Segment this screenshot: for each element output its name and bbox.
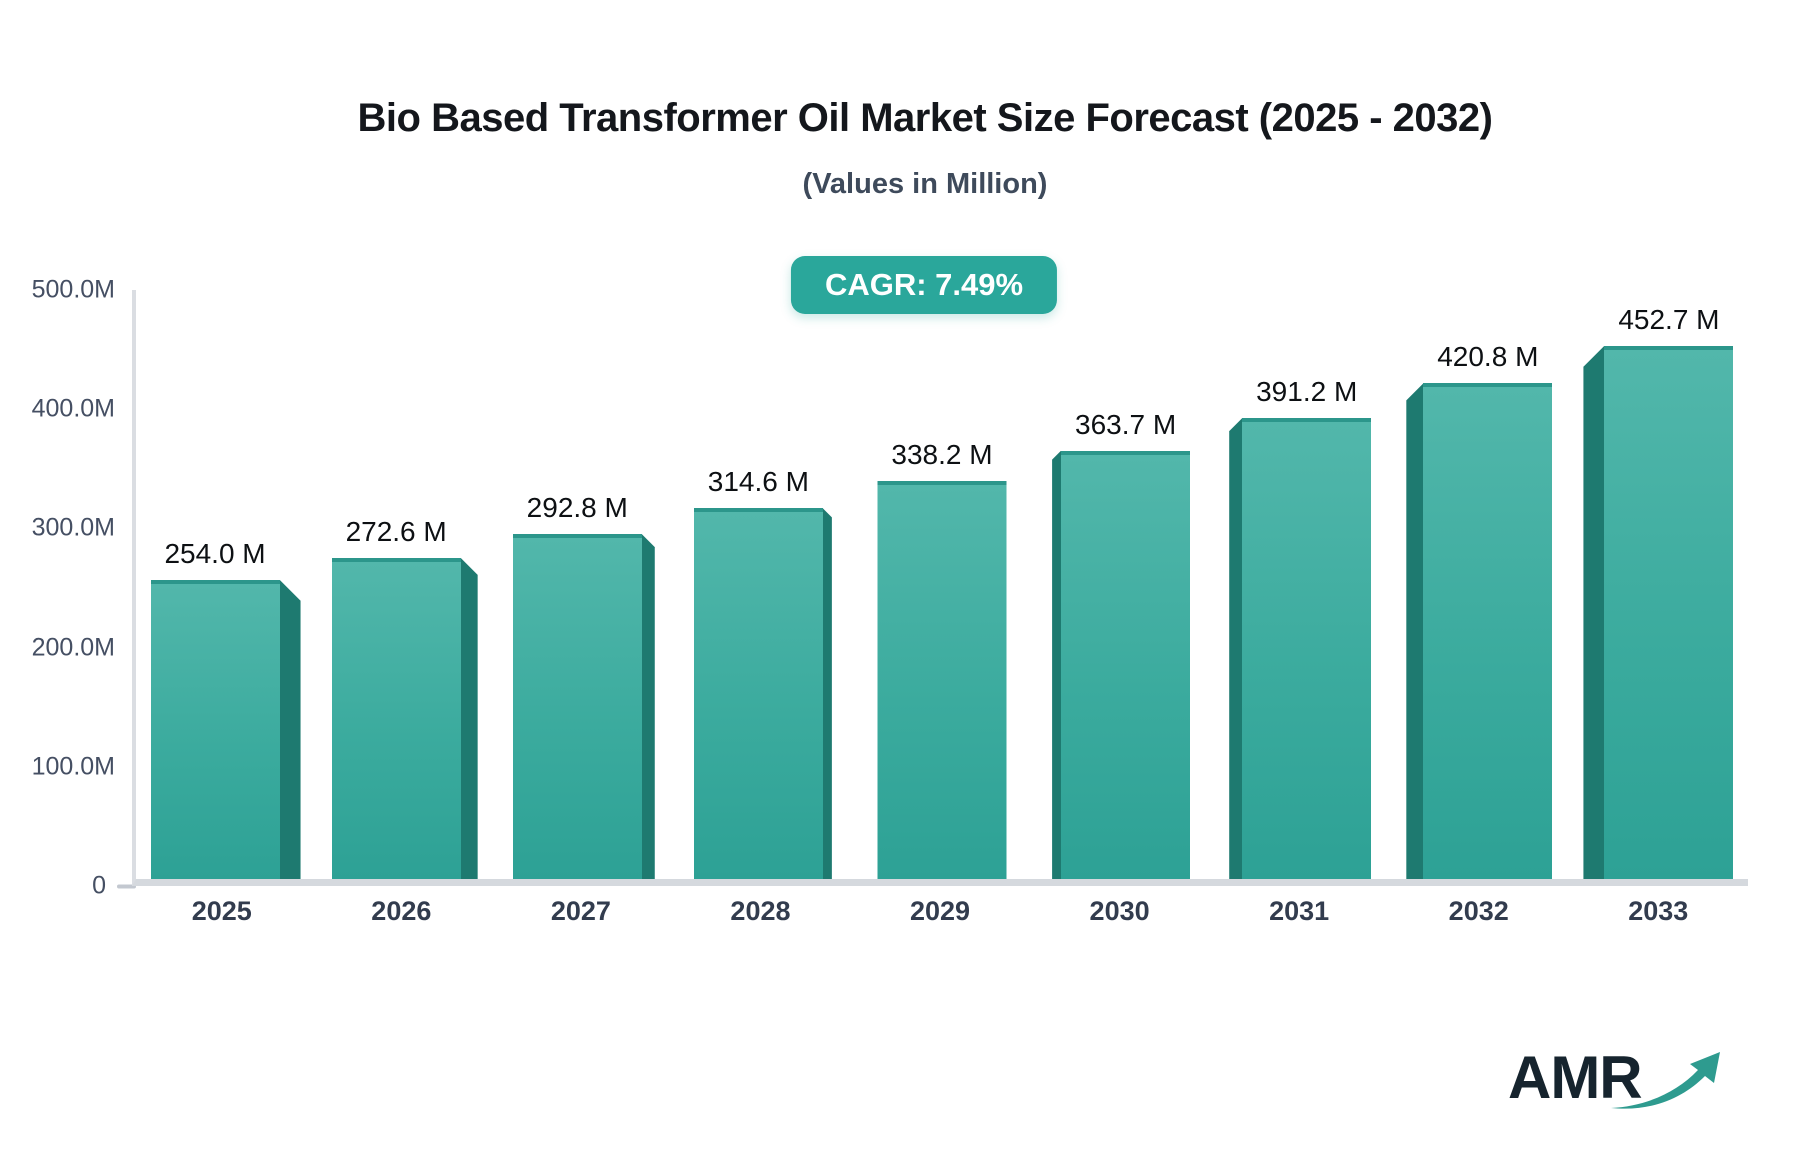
bar-slot-2031: 391.2 M [1211, 290, 1390, 879]
bar-side-face [1229, 418, 1243, 879]
bar-slot-2026: 272.6 M [315, 290, 494, 879]
bar-value-label: 272.6 M [345, 515, 447, 547]
bar-slot-2030: 363.7 M [1032, 290, 1211, 879]
bars-row: 254.0 M 272.6 M 292.8 M 314.6 M 338.2 M 363.7… [136, 290, 1748, 879]
y-axis: 500.0M 400.0M 300.0M 200.0M 100.0M 0 [12, 276, 136, 900]
bar-side-face [1052, 450, 1062, 879]
chart-subtitle: (Values in Million) [802, 168, 1048, 200]
bar-value-label: 420.8 M [1437, 341, 1539, 373]
bar-front-face [512, 534, 642, 879]
bar-value-label: 363.7 M [1075, 408, 1177, 440]
x-tick-label-2032: 2032 [1448, 896, 1509, 926]
bar-value-label: 452.7 M [1618, 303, 1720, 335]
bar-2031: 391.2 M [1229, 376, 1372, 879]
bar-value-label: 391.2 M [1256, 376, 1358, 408]
bar-front-face [693, 508, 823, 879]
y-tick-label: 0 [92, 872, 136, 901]
x-tick-label-2030: 2030 [1089, 896, 1150, 926]
bar-side-face [1583, 345, 1605, 879]
bar-front-face [1061, 450, 1191, 879]
bar-value-label: 254.0 M [164, 537, 266, 569]
bar-side-face [279, 579, 301, 879]
bar-slot-2032: 420.8 M [1390, 290, 1569, 879]
bar-side-face [822, 508, 832, 879]
x-tick-label-2028: 2028 [730, 896, 791, 926]
y-tick-label: 100.0M [31, 752, 115, 781]
bar-front-face [1423, 383, 1553, 879]
trend-arrow-icon [1611, 1052, 1720, 1109]
bar-front-face [1242, 418, 1372, 879]
bar-2027: 292.8 M [512, 492, 655, 879]
bar-value-label: 314.6 M [707, 466, 809, 498]
chart-title: Bio Based Transformer Oil Market Size Fo… [357, 96, 1493, 140]
x-tick-label-2025: 2025 [191, 896, 252, 926]
bar-front-face [331, 557, 461, 879]
bar-side-face [1406, 383, 1424, 879]
y-tick-label: 200.0M [31, 633, 115, 662]
bar-2032: 420.8 M [1406, 341, 1553, 879]
bar-slot-2033: 452.7 M [1569, 290, 1748, 879]
bar-slot-2027: 292.8 M [494, 290, 673, 879]
y-tick-label: 300.0M [31, 513, 115, 542]
bar-slot-2025: 254.0 M [136, 290, 315, 879]
x-axis: 2025 2026 2027 2028 2029 2030 2031 2032 2033 [132, 896, 1748, 936]
bar-2025: 254.0 M [150, 538, 301, 879]
bar-side-face [641, 534, 655, 879]
brand-logo: AMR [1508, 1036, 1720, 1114]
zero-tick-mark [117, 884, 136, 888]
y-tick-label: 500.0M [31, 275, 115, 304]
bar-value-label: 292.8 M [526, 492, 628, 524]
brand-logo-text: AMR [1508, 1044, 1643, 1111]
x-tick-label-2029: 2029 [909, 896, 971, 926]
bar-front-face [150, 579, 280, 879]
bar-side-face [460, 557, 478, 879]
plot-area: 254.0 M 272.6 M 292.8 M 314.6 M 338.2 M 363.7… [132, 290, 1748, 886]
x-tick-label-2027: 2027 [550, 896, 611, 926]
bar-2029: 338.2 M [877, 439, 1007, 879]
bar-slot-2029: 338.2 M [852, 290, 1031, 879]
x-tick-label-2026: 2026 [371, 896, 432, 926]
y-tick-label: 400.0M [31, 394, 115, 423]
bar-front-face [1604, 345, 1734, 879]
x-tick-label-2033: 2033 [1628, 896, 1689, 926]
bar-value-label: 338.2 M [891, 438, 993, 470]
bar-2033: 452.7 M [1583, 304, 1734, 879]
bar-2028: 314.6 M [693, 466, 832, 879]
x-tick-label-2031: 2031 [1269, 896, 1330, 926]
bar-2030: 363.7 M [1052, 409, 1191, 879]
bar-2026: 272.6 M [331, 516, 478, 879]
bar-slot-2028: 314.6 M [673, 290, 852, 879]
cagr-badge: CAGR: 7.49% [790, 256, 1058, 314]
bar-front-face [877, 480, 1007, 879]
